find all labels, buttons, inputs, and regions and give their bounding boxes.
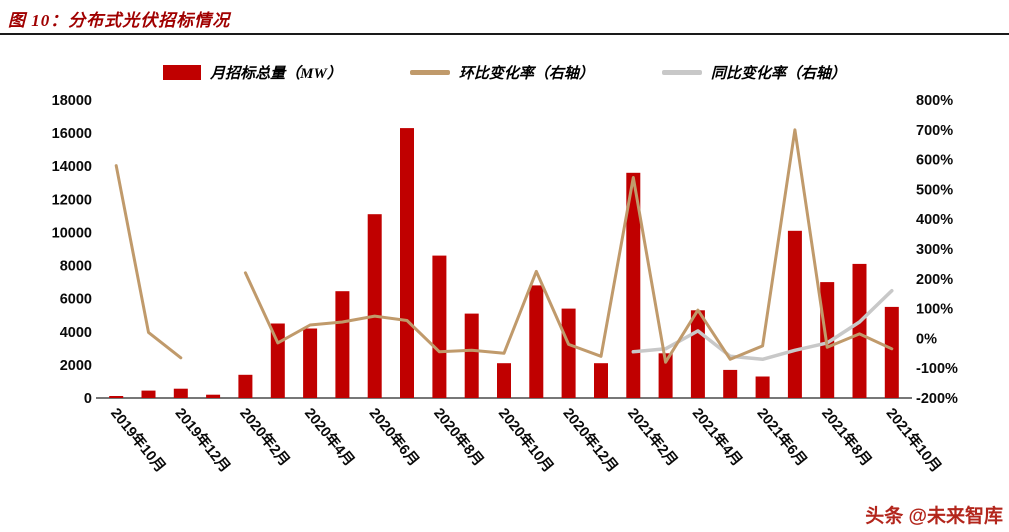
x-axis-labels: 2019年10月 2019年12月 2020年2月 2020年4月 2020年6月 202…	[107, 404, 945, 475]
figure-title: 图 10：分布式光伏招标情况	[8, 11, 231, 30]
right-axis-tick-label: 200%	[916, 272, 953, 288]
bar	[173, 388, 188, 398]
bar	[206, 394, 221, 398]
left-axis-tick-label: 6000	[60, 292, 92, 308]
mom-line	[114, 128, 894, 364]
legend-item-monthly-total: 月招标总量（MW）	[163, 62, 342, 83]
bar	[335, 291, 350, 398]
legend-item-yoy-change: 同比变化率（右轴）	[661, 62, 846, 83]
bar	[755, 376, 770, 398]
x-axis-tick-label: 2021年4月	[689, 404, 747, 469]
legend-label-monthly-total: 月招标总量（MW）	[210, 66, 342, 82]
left-axis-tick-label: 2000	[60, 358, 92, 374]
bar	[594, 363, 608, 398]
bar	[884, 306, 899, 398]
right-axis-tick-label: 400%	[916, 212, 953, 228]
left-axis-labels: 0 2000 4000 6000 8000 10000 12000 14000 16000 180…	[52, 93, 92, 407]
x-axis-tick-label: 2020年2月	[236, 404, 294, 469]
mom-line-path	[114, 128, 894, 364]
right-axis-tick-label: 0%	[916, 331, 937, 347]
x-axis-tick-label: 2021年2月	[624, 404, 682, 469]
title-divider	[0, 33, 1009, 35]
right-axis-tick-label: -100%	[916, 361, 958, 377]
right-axis-tick-label: 700%	[916, 123, 953, 139]
legend-label-yoy-change: 同比变化率（右轴）	[710, 66, 846, 82]
left-axis-tick-label: 8000	[60, 259, 92, 275]
bar	[238, 374, 253, 398]
bar	[561, 308, 576, 398]
right-axis-tick-label: -200%	[916, 391, 958, 407]
x-axis-tick-label: 2020年4月	[301, 404, 359, 469]
left-axis-tick-label: 0	[84, 391, 92, 407]
bar-series-monthly-total	[109, 128, 899, 398]
bar	[852, 263, 867, 398]
left-axis-tick-label: 4000	[60, 325, 92, 341]
x-axis-tick-label: 2021年8月	[818, 404, 876, 469]
left-axis-tick-label: 18000	[52, 93, 92, 109]
bar	[723, 369, 738, 398]
left-axis-tick-label: 16000	[52, 126, 92, 142]
bar	[787, 230, 802, 398]
x-axis-tick-label: 2020年10月	[495, 404, 558, 475]
legend-bar-marker	[163, 65, 202, 80]
x-axis-tick-label: 2021年10月	[883, 404, 946, 475]
bar	[658, 353, 673, 398]
right-axis-tick-label: 600%	[916, 153, 953, 169]
x-axis-tick-label: 2020年6月	[366, 404, 424, 469]
bar	[497, 363, 511, 398]
bar	[432, 255, 447, 398]
legend-line-marker-yoy	[661, 70, 702, 75]
bar	[141, 390, 156, 398]
watermark: 头条 @未来智库	[865, 506, 1003, 527]
x-axis-tick-label: 2019年10月	[107, 404, 170, 475]
x-axis-tick-label: 2020年8月	[430, 404, 488, 469]
bar	[367, 214, 382, 398]
legend-item-mom-change: 环比变化率（右轴）	[409, 62, 594, 83]
left-axis-tick-label: 12000	[52, 192, 92, 208]
bar	[626, 172, 641, 398]
bar	[690, 310, 705, 398]
right-axis-tick-label: 500%	[916, 182, 953, 198]
right-axis-tick-label: 800%	[916, 93, 953, 109]
x-axis-tick-label: 2021年6月	[753, 404, 811, 469]
bar	[109, 396, 124, 398]
left-axis-tick-label: 10000	[52, 225, 92, 241]
right-axis-tick-label: 300%	[916, 242, 953, 258]
bar	[400, 128, 414, 398]
legend-label-mom-change: 环比变化率（右轴）	[458, 66, 594, 82]
left-axis-tick-label: 14000	[52, 159, 92, 175]
legend-line-marker-mom	[409, 70, 450, 75]
bar	[303, 328, 318, 398]
bar	[464, 313, 479, 398]
bar	[529, 285, 544, 398]
right-axis-tick-label: 100%	[916, 302, 953, 318]
chart-legend: 月招标总量（MW） 环比变化率（右轴） 同比变化率（右轴）	[0, 62, 1009, 83]
right-axis-labels: -200% -100% 0% 100% 200% 300% 400% 500% 600% 700%…	[916, 93, 958, 407]
x-axis-tick-label: 2019年12月	[172, 404, 235, 475]
x-axis-tick-label: 2020年12月	[559, 404, 622, 475]
